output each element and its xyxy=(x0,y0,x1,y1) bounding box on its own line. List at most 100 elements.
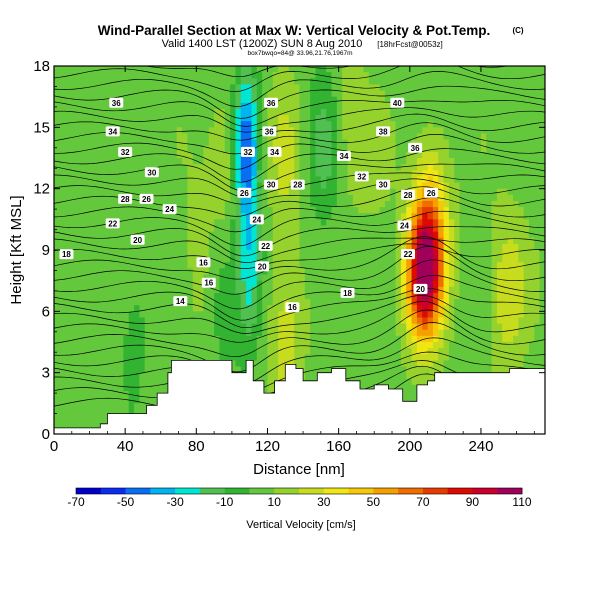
heatmap-cell xyxy=(454,243,461,251)
heatmap-cell xyxy=(54,329,60,337)
heatmap-cell xyxy=(251,158,258,165)
heatmap-cell xyxy=(246,219,253,227)
heatmap-cell xyxy=(363,207,370,214)
heatmap-cell xyxy=(75,256,82,263)
heatmap-cell xyxy=(166,231,173,239)
heatmap-cell xyxy=(347,280,354,288)
heatmap-cell xyxy=(443,348,450,355)
heatmap-cell xyxy=(128,84,135,92)
heatmap-cell xyxy=(427,286,434,294)
heatmap-cell xyxy=(459,66,466,73)
heatmap-cell xyxy=(256,115,263,122)
heatmap-cell xyxy=(75,348,82,355)
heatmap-cell xyxy=(262,250,269,257)
heatmap-cell xyxy=(390,335,397,343)
heatmap-cell xyxy=(267,90,274,98)
heatmap-cell xyxy=(160,115,167,122)
heatmap-cell xyxy=(336,194,343,202)
heatmap-cell xyxy=(480,96,487,104)
heatmap-cell xyxy=(160,286,167,294)
heatmap-cell xyxy=(459,299,466,306)
heatmap-cell xyxy=(96,348,103,355)
heatmap-cell xyxy=(176,78,183,85)
heatmap-cell xyxy=(64,213,71,220)
heatmap-cell xyxy=(208,139,215,147)
heatmap-cell xyxy=(454,158,461,165)
heatmap-cell xyxy=(251,176,258,184)
heatmap-cell xyxy=(464,323,471,331)
heatmap-cell xyxy=(315,360,322,368)
heatmap-cell xyxy=(91,225,98,233)
heatmap-cell xyxy=(203,127,210,135)
heatmap-cell xyxy=(192,102,199,110)
heatmap-cell xyxy=(278,329,285,337)
heatmap-cell xyxy=(214,158,221,165)
heatmap-cell xyxy=(171,231,178,239)
heatmap-cell xyxy=(166,286,173,294)
heatmap-cell xyxy=(454,262,461,269)
heatmap-cell xyxy=(112,66,119,73)
heatmap-cell xyxy=(70,317,76,325)
heatmap-cell xyxy=(480,354,487,361)
heatmap-cell xyxy=(267,133,274,141)
heatmap-cell xyxy=(379,323,386,331)
heatmap-cell xyxy=(123,311,130,319)
heatmap-cell xyxy=(278,207,285,214)
heatmap-cell xyxy=(395,151,402,159)
heatmap-cell xyxy=(208,354,215,361)
heatmap-cell xyxy=(107,243,114,251)
heatmap-cell xyxy=(240,194,247,202)
heatmap-cell xyxy=(326,225,333,233)
heatmap-cell xyxy=(75,299,82,306)
heatmap-cell xyxy=(246,286,253,294)
heatmap-cell xyxy=(358,151,365,159)
heatmap-cell xyxy=(320,299,327,306)
heatmap-cell xyxy=(288,207,295,214)
heatmap-cell xyxy=(224,176,231,184)
heatmap-cell xyxy=(326,329,333,337)
heatmap-cell xyxy=(112,176,119,184)
heatmap-cell xyxy=(475,335,482,343)
heatmap-cell xyxy=(192,176,199,184)
heatmap-cell xyxy=(438,164,445,171)
heatmap-cell xyxy=(486,366,493,374)
heatmap-cell xyxy=(342,348,349,355)
heatmap-cell xyxy=(283,151,290,159)
heatmap-cell xyxy=(128,354,135,361)
heatmap-cell xyxy=(128,182,135,190)
heatmap-cell xyxy=(294,237,301,245)
heatmap-cell xyxy=(443,360,450,368)
heatmap-cell xyxy=(438,280,445,288)
heatmap-cell xyxy=(182,219,189,227)
heatmap-cell xyxy=(166,194,173,202)
heatmap-cell xyxy=(171,250,178,257)
heatmap-cell xyxy=(208,121,215,128)
heatmap-cell xyxy=(326,188,333,196)
heatmap-cell xyxy=(224,262,231,269)
heatmap-cell xyxy=(139,145,146,153)
heatmap-cell xyxy=(123,176,130,184)
heatmap-cell xyxy=(470,342,477,349)
heatmap-cell xyxy=(491,84,498,92)
heatmap-cell xyxy=(448,225,455,233)
heatmap-cell xyxy=(352,262,359,269)
heatmap-cell xyxy=(134,182,140,190)
heatmap-cell xyxy=(176,213,183,220)
heatmap-cell xyxy=(182,151,189,159)
heatmap-cell xyxy=(310,72,317,79)
heatmap-cell xyxy=(235,200,242,208)
heatmap-cell xyxy=(443,280,450,288)
heatmap-cell xyxy=(59,194,66,202)
heatmap-cell xyxy=(256,127,263,135)
heatmap-cell xyxy=(75,78,82,85)
heatmap-cell xyxy=(224,311,231,319)
heatmap-cell xyxy=(208,108,215,116)
heatmap-cell xyxy=(128,200,135,208)
heatmap-cell xyxy=(443,139,450,147)
heatmap-cell xyxy=(320,262,327,269)
heatmap-cell xyxy=(80,145,87,153)
heatmap-cell xyxy=(315,280,322,288)
heatmap-cell xyxy=(134,403,140,411)
heatmap-cell xyxy=(166,280,173,288)
heatmap-cell xyxy=(432,268,439,276)
